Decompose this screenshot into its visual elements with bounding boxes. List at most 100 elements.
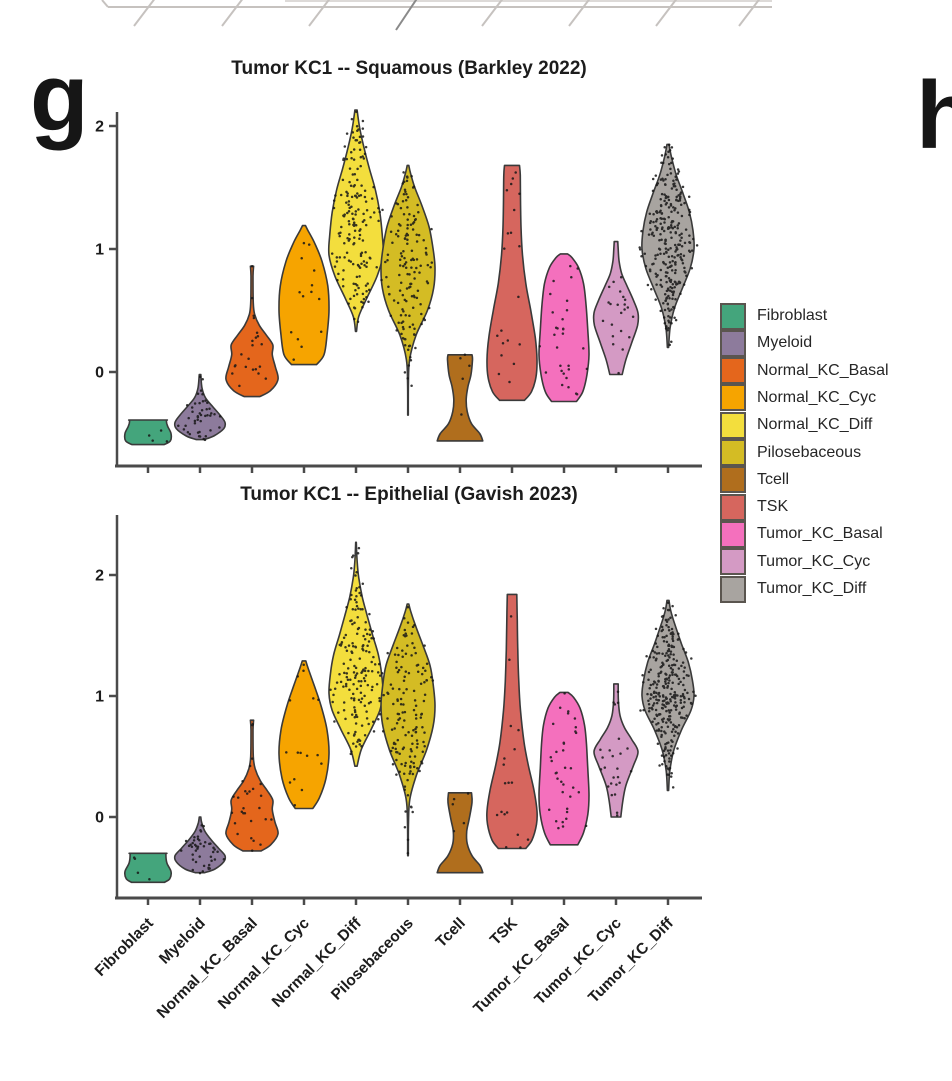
points-plot2-Myeloid: [179, 824, 226, 875]
xaxis-label-Fibroblast: Fibroblast: [92, 915, 157, 980]
legend-swatch-Fibroblast: [720, 302, 746, 330]
violin-plot1-Tcell: [436, 354, 484, 442]
legend-item-Myeloid: Myeloid: [720, 329, 812, 357]
legend-swatch-Tumor_KC_Diff: [720, 575, 746, 603]
points-plot1-Normal_KC_Cyc: [289, 241, 323, 361]
legend-label: Pilosebaceous: [757, 443, 862, 461]
violin-plot1-Tumor_KC_Cyc: [592, 240, 640, 376]
legend-swatch-Tcell: [720, 466, 746, 494]
plot2-axes: 0 1 2: [95, 515, 702, 905]
violin-plot1-Normal_KC_Cyc: [278, 224, 330, 366]
violin-plot2-Normal_KC_Basal: [225, 719, 279, 852]
violin-plot2-Tumor_KC_Cyc: [593, 683, 639, 818]
legend-label: Tumor_KC_Diff: [757, 580, 867, 597]
legend-label: Tumor_KC_Cyc: [757, 552, 871, 570]
violin-plot2-Tcell: [436, 792, 484, 874]
points-plot1-Fibroblast: [147, 429, 169, 443]
legend-label: Myeloid: [757, 334, 813, 352]
violin-plot2-Pilosebaceous: [380, 603, 436, 857]
violin-plot2-Tumor_KC_Diff: [641, 599, 695, 792]
points-plot1-Tumor_KC_Cyc: [601, 275, 635, 375]
points-plot2-Normal_KC_Diff: [329, 546, 387, 756]
points-plot2-Tumor_KC_Diff: [639, 601, 697, 789]
plot1-ytick-1: 1: [95, 242, 104, 259]
points-plot1-Myeloid: [177, 375, 222, 442]
points-plot2-Tumor_KC_Cyc: [599, 690, 633, 817]
panel-label-g: g: [30, 44, 89, 151]
xaxis-label-Tcell: Tcell: [433, 915, 469, 951]
xaxis-label-Normal_KC_Diff: Normal_KC_Diff: [269, 914, 366, 1011]
points-plot2-Tcell: [451, 792, 470, 833]
panel-label-h: h: [916, 62, 952, 169]
violin-plot2-Myeloid: [173, 816, 227, 874]
points-plot1-Tcell: [459, 353, 471, 416]
legend-label: Fibroblast: [757, 307, 828, 324]
points-plot2-Pilosebaceous: [378, 605, 435, 855]
points-plot1-Pilosebaceous: [380, 171, 434, 387]
violin-plot1-Myeloid: [173, 373, 227, 441]
legend-item-Pilosebaceous: Pilosebaceous: [720, 439, 861, 467]
points-plot2-TSK: [495, 615, 530, 849]
legend-item-Normal_KC_Cyc: Normal_KC_Cyc: [720, 384, 876, 412]
legend-swatch-Normal_KC_Basal: [720, 357, 746, 385]
points-plot2-Fibroblast: [132, 856, 151, 881]
xaxis-label-Tumor_KC_Basal: Tumor_KC_Basal: [470, 915, 573, 1018]
violin-plot1-TSK: [486, 164, 538, 402]
violin-plot1-Tumor_KC_Basal: [538, 253, 590, 403]
legend-swatch-Normal_KC_Cyc: [720, 384, 746, 412]
violin-plot2-TSK: [485, 593, 539, 850]
plot1-axes: 0 1 2: [95, 112, 702, 473]
xaxis-label-Normal_KC_Cyc: Normal_KC_Cyc: [215, 915, 313, 1013]
legend-swatch-Pilosebaceous: [720, 439, 746, 466]
violin-plot2-Fibroblast: [124, 852, 172, 884]
violin-plot2-Tumor_KC_Basal: [538, 691, 590, 846]
mesh-grid-fragment: [101, 0, 772, 31]
violin-plot1-Normal_KC_Basal: [225, 265, 279, 398]
points-plot1-Normal_KC_Diff: [330, 110, 384, 324]
legend-item-Normal_KC_Diff: Normal_KC_Diff: [720, 411, 872, 439]
legend-label: Normal_KC_Diff: [757, 416, 873, 434]
legend-item-TSK: TSK: [720, 493, 788, 521]
legend-item-Tumor_KC_Diff: Tumor_KC_Diff: [720, 575, 866, 603]
legend-swatch-Myeloid: [720, 329, 746, 357]
legend-label: Tcell: [757, 470, 790, 488]
legend-item-Tumor_KC_Basal: Tumor_KC_Basal: [720, 520, 883, 548]
points-plot2-Tumor_KC_Basal: [547, 692, 588, 830]
legend-label: Tumor_KC_Basal: [757, 525, 883, 543]
legend-item-Tcell: Tcell: [720, 466, 789, 494]
plot2-ytick-2: 2: [95, 568, 104, 585]
xaxis-label-Normal_KC_Basal: Normal_KC_Basal: [154, 915, 261, 1022]
legend-swatch-TSK: [720, 493, 746, 521]
legend-swatch-Normal_KC_Diff: [720, 411, 746, 439]
points-plot1-Normal_KC_Basal: [231, 264, 268, 388]
legend-label: Normal_KC_Basal: [757, 361, 889, 379]
legend-item-Fibroblast: Fibroblast: [720, 302, 827, 330]
points-plot1-Tumor_KC_Basal: [538, 264, 589, 396]
plot1-ytick-0: 0: [95, 365, 104, 382]
plot2-ytick-0: 0: [95, 810, 104, 827]
legend-label: Normal_KC_Cyc: [757, 388, 877, 406]
violin-plot-1: 0 1 2: [95, 109, 702, 473]
legend-swatch-Tumor_KC_Cyc: [720, 548, 746, 576]
points-plot2-Normal_KC_Cyc: [285, 663, 323, 807]
legend-item-Tumor_KC_Cyc: Tumor_KC_Cyc: [720, 548, 870, 576]
legend-item-Normal_KC_Basal: Normal_KC_Basal: [720, 357, 889, 385]
points-plot1-Tumor_KC_Diff: [638, 143, 699, 347]
violin-plot-2: 0 1 2 Fibroblast MyeloidNormal_KC_BasalNorma…: [92, 515, 702, 1022]
points-plot1-TSK: [496, 171, 521, 384]
plot1-ytick-2: 2: [95, 119, 104, 136]
violin-plot1-Pilosebaceous: [380, 164, 436, 416]
violin-plot1-Normal_KC_Diff: [327, 109, 385, 333]
plot1-title: Tumor KC1 -- Squamous (Barkley 2022): [231, 58, 587, 79]
violin-plot1-Fibroblast: [123, 419, 173, 446]
plot2-ytick-1: 1: [95, 689, 104, 706]
xaxis-label-Tumor_KC_Cyc: Tumor_KC_Cyc: [531, 915, 625, 1009]
points-plot2-Normal_KC_Basal: [230, 722, 273, 852]
legend-label: TSK: [757, 498, 789, 516]
xaxis-label-Myeloid: Myeloid: [156, 915, 209, 968]
legend-swatch-Tumor_KC_Basal: [720, 520, 746, 548]
violin-plot2-Normal_KC_Cyc: [278, 660, 330, 810]
plot2-title: Tumor KC1 -- Epithelial (Gavish 2023): [240, 484, 578, 505]
